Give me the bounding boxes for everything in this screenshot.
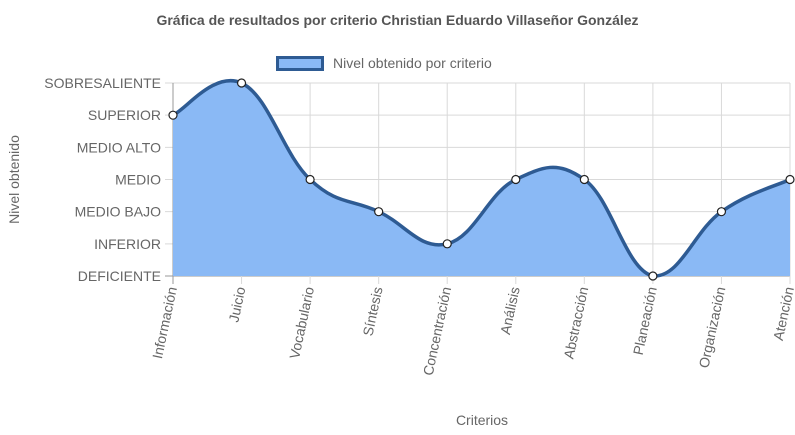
y-tick-label: DEFICIENTE (78, 268, 161, 284)
data-point[interactable] (511, 174, 521, 185)
y-tick-label: MEDIO ALTO (77, 139, 161, 155)
x-tick-label: Organización (696, 285, 729, 369)
x-tick-label: Síntesis (360, 285, 386, 337)
data-point[interactable] (442, 239, 452, 249)
data-points (168, 78, 795, 281)
x-tick-label: Análisis (497, 285, 523, 336)
data-point[interactable] (374, 207, 384, 217)
legend-label: Nivel obtenido por criterio (333, 55, 492, 71)
data-point[interactable] (716, 207, 727, 217)
data-point[interactable] (236, 78, 247, 88)
x-axis-title: Criterios (456, 412, 508, 428)
x-tick-label: Abstracción (560, 285, 591, 360)
legend[interactable]: Nivel obtenido por criterio (276, 52, 492, 74)
series-area (173, 80, 790, 277)
data-point[interactable] (785, 174, 795, 185)
y-axis-title: Nivel obtenido (6, 135, 22, 224)
data-point[interactable] (579, 174, 589, 185)
x-tick-label: Vocabulario (286, 285, 317, 360)
x-tick-label: Juicio (225, 285, 248, 324)
y-tick-label: MEDIO (115, 172, 161, 188)
x-tick-label: Información (149, 285, 180, 360)
y-tick-labels: DEFICIENTE INFERIOR MEDIO BAJO MEDIO MEDIO A… (44, 75, 161, 284)
y-tick-label: MEDIO BAJO (75, 204, 161, 220)
x-tick-labels: Información Juicio Vocabulario Síntesis Conc… (149, 285, 795, 377)
chart-title: Gráfica de resultados por criterio Chris… (156, 12, 639, 28)
data-point[interactable] (168, 110, 178, 120)
y-tick-label: SUPERIOR (88, 107, 161, 123)
y-tick-label: INFERIOR (94, 236, 161, 252)
y-tick-label: SOBRESALIENTE (44, 75, 161, 91)
x-tick-label: Atención (770, 285, 795, 342)
x-tick-label: Concentración (420, 285, 454, 377)
legend-swatch (276, 55, 324, 71)
data-point[interactable] (648, 271, 658, 281)
x-tick-label: Planeación (630, 285, 660, 356)
data-point[interactable] (305, 174, 315, 185)
series-line (172, 79, 791, 278)
